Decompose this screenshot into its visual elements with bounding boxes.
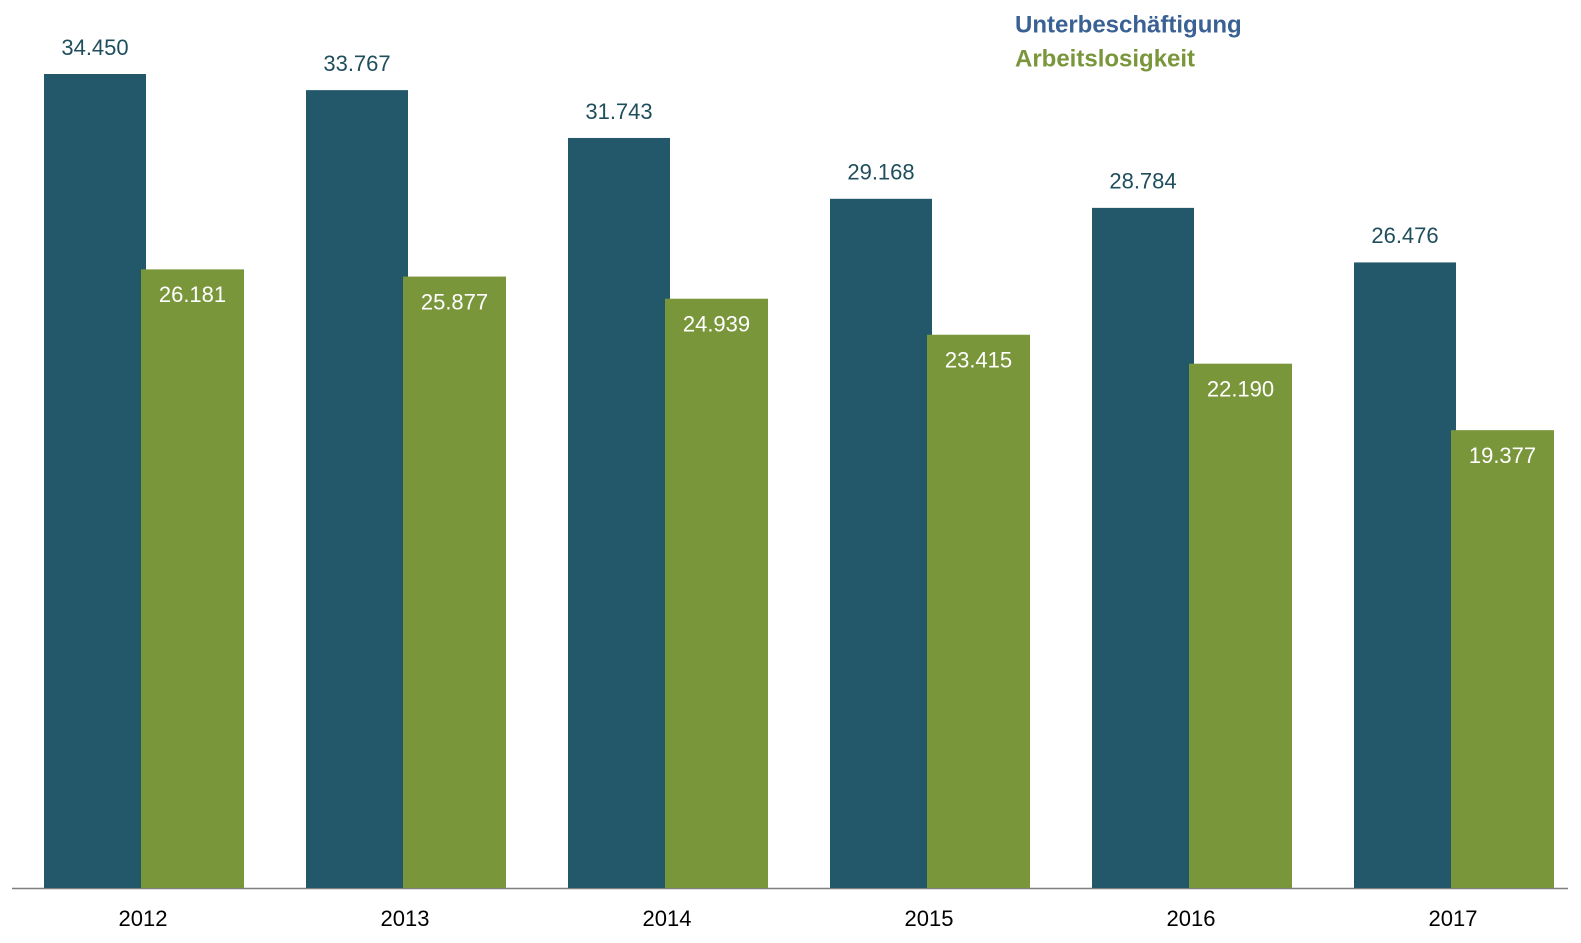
value-label: 25.877 xyxy=(421,289,488,314)
x-tick-label: 2015 xyxy=(905,906,954,931)
legend-entry: Unterbeschäftigung xyxy=(1015,11,1242,38)
value-label: 26.476 xyxy=(1371,223,1438,248)
bar xyxy=(1189,363,1292,888)
legend-entry: Arbeitslosigkeit xyxy=(1015,45,1195,72)
x-tick-label: 2014 xyxy=(643,906,692,931)
x-tick-label: 2012 xyxy=(119,906,168,931)
bar xyxy=(830,198,932,889)
bar xyxy=(568,137,670,888)
x-tick-label: 2017 xyxy=(1429,906,1478,931)
bar xyxy=(1451,430,1554,888)
value-label: 33.767 xyxy=(323,51,390,76)
bar xyxy=(44,74,146,888)
bar xyxy=(927,334,1030,889)
value-label: 34.450 xyxy=(61,35,128,60)
value-label: 19.377 xyxy=(1469,443,1536,468)
x-tick-label: 2016 xyxy=(1167,906,1216,931)
value-label: 26.181 xyxy=(159,282,226,307)
value-label: 23.415 xyxy=(945,348,1012,373)
value-label: 31.743 xyxy=(585,99,652,124)
value-label: 24.939 xyxy=(683,312,750,337)
bar xyxy=(1354,262,1456,889)
bar xyxy=(1092,207,1194,888)
x-tick-label: 2013 xyxy=(381,906,430,931)
value-label: 29.168 xyxy=(847,160,914,185)
bar xyxy=(665,298,768,888)
value-label: 22.190 xyxy=(1207,376,1274,401)
bar xyxy=(306,90,408,888)
bar xyxy=(403,276,506,889)
value-label: 28.784 xyxy=(1109,169,1176,194)
bar xyxy=(141,269,244,888)
